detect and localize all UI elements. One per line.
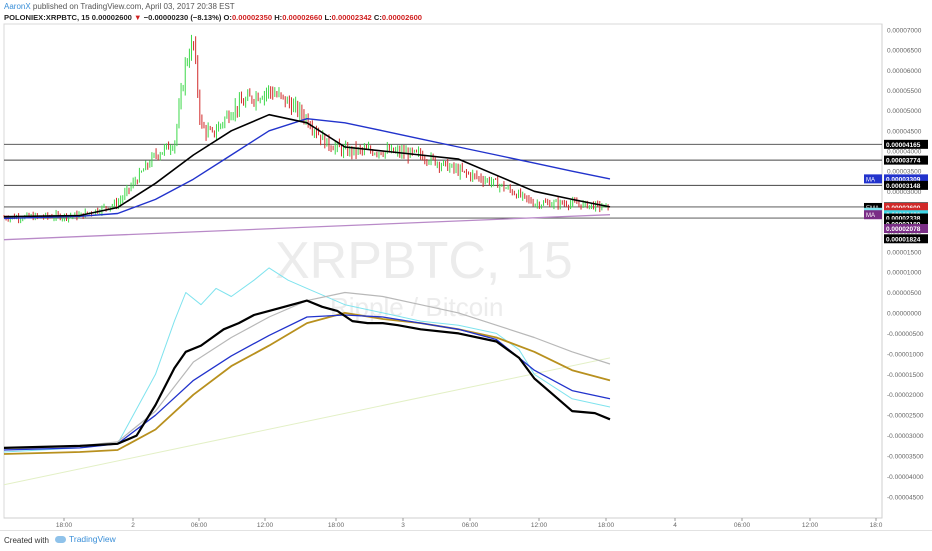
price-label-box (884, 174, 928, 184)
created-with-label: Created with (4, 536, 49, 545)
osc-black-line (3, 299, 611, 449)
lower-tick-label: -0.00004000 (887, 474, 924, 481)
lower-tick-label: 0.00000000 (887, 310, 922, 317)
price-label-text: 0.00003309 (886, 176, 921, 183)
symbol-label[interactable]: POLONIEX:XRPBTC, 15 (4, 13, 90, 22)
price-label-text: 0.00002338 (886, 216, 921, 223)
change-arrow-icon: ▼ (134, 13, 142, 22)
price-label-box (884, 155, 928, 165)
lower-tick-label: -0.00003000 (887, 433, 924, 440)
upper-tick-label: 0.00001500 (887, 249, 922, 256)
change-value: −0.00000230 (−8.13%) (143, 13, 222, 22)
price-label-tag-box (864, 210, 882, 220)
ma-purple-line (3, 214, 611, 241)
upper-tick-label: 0.00007000 (887, 28, 922, 35)
price-label-box (884, 180, 928, 190)
upper-tick-label: 0.00005500 (887, 88, 922, 95)
watermark-name: Ripple / Bitcoin (330, 292, 503, 322)
price-label-box (884, 202, 928, 212)
osc-gold-line (3, 311, 611, 455)
candles (3, 34, 609, 224)
price-label-tag-box (864, 202, 882, 212)
indicator-lines (3, 113, 611, 486)
ma-blue-line (3, 117, 611, 220)
close-label: C: (373, 13, 382, 22)
price-label-text: 0.00001824 (886, 236, 921, 243)
time-tick-label: 06:00 (734, 522, 751, 529)
price-label-box (884, 213, 928, 223)
ema-line (3, 113, 611, 218)
author-link[interactable]: AaronX (4, 2, 31, 11)
osc-grey-line (3, 291, 611, 451)
upper-tick-label: 0.00003000 (887, 189, 922, 196)
lower-tick-label: -0.00002500 (887, 413, 924, 420)
price-labels: 0.00004165 0.00003774 0.00003309 MA 0.000031… (864, 139, 928, 244)
lower-tick-label: -0.00004500 (887, 495, 924, 502)
upper-tick-label: 0.00006500 (887, 48, 922, 55)
footer-bar: Created with TradingView (0, 530, 932, 551)
ohlc-legend: POLONIEX:XRPBTC, 15 0.00002600 ▼ −0.0000… (4, 12, 422, 23)
lower-axis-ticks: 0.00000500 0.00000000 -0.00000500 -0.000010… (887, 290, 924, 502)
upper-tick-label: 0.00006000 (887, 68, 922, 75)
close-value: 0.00002600 (381, 13, 423, 22)
plot-frame (3, 23, 883, 519)
upper-tick-label: 0.00003500 (887, 169, 922, 176)
upper-tick-label: 0.00001000 (887, 270, 922, 277)
lower-tick-label: -0.00003500 (887, 454, 924, 461)
open-label: O: (223, 13, 232, 22)
upper-tick-label: 0.00005000 (887, 108, 922, 115)
time-tick-label: 18:0 (870, 522, 883, 529)
price-label-text: 0.00003774 (886, 158, 921, 165)
low-label: L: (324, 13, 332, 22)
price-label-tag: MA (866, 177, 875, 183)
open-value: 0.00002350 (231, 13, 273, 22)
upper-tick-label: 0.00004500 (887, 128, 922, 135)
high-label: H: (274, 13, 283, 22)
lower-tick-label: -0.00000500 (887, 331, 924, 338)
lower-tick-label: -0.00001000 (887, 351, 924, 358)
price-label-box (884, 224, 928, 234)
price-label-box (884, 234, 928, 244)
watermark-symbol: XRPBTC, 15 (275, 232, 573, 290)
price-label-text: 0.00003148 (886, 183, 921, 190)
high-value: 0.00002660 (282, 13, 323, 22)
publish-header: AaronX published on TradingView.com, Apr… (4, 1, 235, 12)
time-tick-label: 18:00 (328, 522, 345, 529)
tradingview-brand[interactable]: TradingView (69, 534, 116, 544)
tradingview-logo-icon[interactable] (55, 536, 66, 543)
price-label-text: 0.00004165 (886, 142, 921, 149)
time-tick-label: 18:00 (598, 522, 615, 529)
time-tick-label: 12:00 (531, 522, 548, 529)
time-tick-label: 2 (131, 522, 135, 529)
osc-green-line (3, 357, 611, 486)
time-tick-label: 4 (673, 522, 677, 529)
price-label-tag-box (864, 174, 882, 184)
low-value: 0.00002342 (331, 13, 372, 22)
time-tick-label: 12:00 (802, 522, 819, 529)
time-tick-label: 12:00 (257, 522, 274, 529)
last-price: 0.00002600 (91, 13, 132, 22)
time-axis-ticks: 18:00 2 06:00 12:00 18:00 3 06:00 12:00 18:00 4 06… (56, 518, 883, 529)
lower-tick-label: -0.00001500 (887, 372, 924, 379)
time-tick-label: 06:00 (462, 522, 479, 529)
chart-canvas[interactable]: XRPBTC, 15 Ripple / Bitcoin 0.00007000 0.… (0, 0, 932, 530)
price-label-text: 0.00002078 (886, 226, 921, 233)
time-tick-label: 06:00 (191, 522, 208, 529)
upper-tick-label: 0.00004000 (887, 149, 922, 156)
time-tick-label: 3 (401, 522, 405, 529)
lower-tick-label: 0.00000500 (887, 290, 922, 297)
lower-tick-label: -0.00002000 (887, 392, 924, 399)
publish-info: published on TradingView.com, April 03, … (32, 2, 235, 11)
price-label-tag: MA (866, 213, 875, 219)
time-tick-label: 18:00 (56, 522, 73, 529)
price-label-box (884, 139, 928, 149)
